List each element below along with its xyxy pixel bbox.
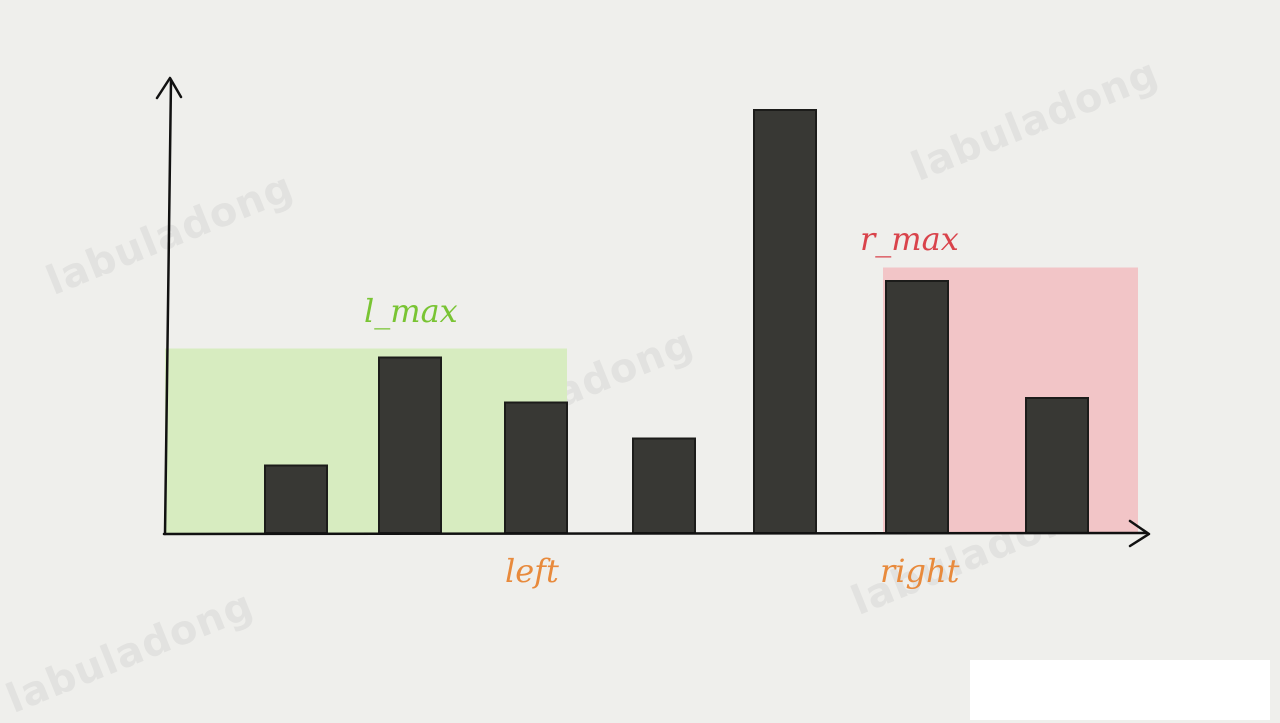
x-axis-line xyxy=(162,531,1149,536)
r-max-label: r_max xyxy=(860,220,959,258)
bar-0 xyxy=(264,464,328,534)
bar-2 xyxy=(504,401,568,534)
y-axis-line xyxy=(163,78,173,536)
bar-6 xyxy=(1025,397,1089,534)
y-axis-arrowhead xyxy=(155,76,183,100)
l-max-label: l_max xyxy=(364,292,458,330)
left-pointer-label: left xyxy=(505,552,559,590)
corner-patch xyxy=(970,660,1270,720)
bar-3 xyxy=(632,437,696,534)
l-max-region xyxy=(165,348,567,533)
bar-4 xyxy=(753,109,817,534)
right-pointer-label: right xyxy=(880,552,960,590)
bar-5 xyxy=(885,280,949,534)
x-axis-arrowhead xyxy=(1128,519,1151,548)
bar-1 xyxy=(378,356,442,534)
